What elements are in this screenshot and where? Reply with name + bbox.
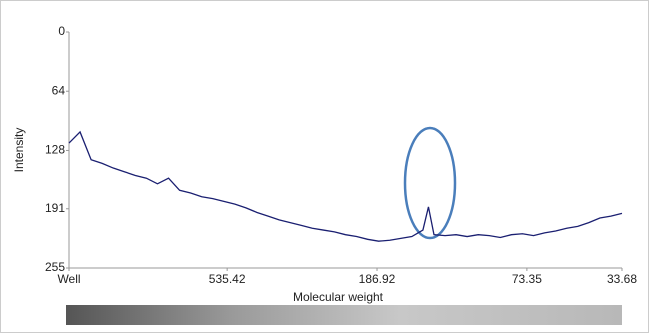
frame — [1, 1, 649, 333]
gel-lane — [66, 305, 622, 325]
y-tick-label: 0 — [58, 24, 65, 38]
y-tick-label: 191 — [45, 201, 65, 215]
y-tick-label: 64 — [52, 83, 66, 97]
y-axis-label: Intensity — [12, 128, 26, 173]
x-tick-label: 186.92 — [359, 272, 396, 286]
x-tick-label: 535.42 — [209, 272, 246, 286]
x-axis-label: Molecular weight — [293, 290, 384, 304]
x-tick-label: 33.68 — [607, 272, 637, 286]
x-tick-label: Well — [57, 272, 80, 286]
screenshot: Intensity Molecular weight 064128191255W… — [0, 0, 649, 333]
x-tick-label: 73.35 — [512, 272, 542, 286]
y-tick-label: 128 — [45, 143, 65, 157]
